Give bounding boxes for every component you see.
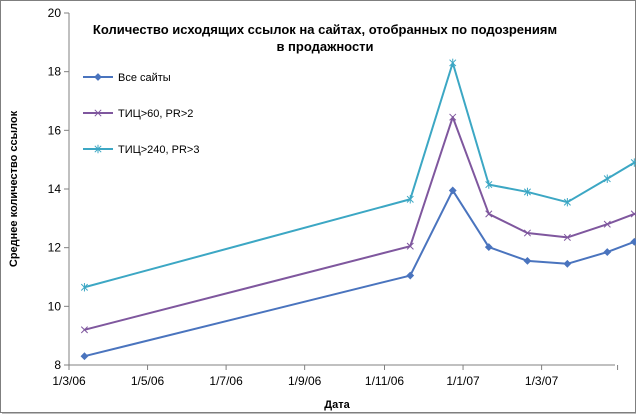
- legend-marker-1: [94, 73, 102, 81]
- legend-label-3: ТИЦ>240, PR>3: [118, 144, 199, 156]
- x-tick-label: 1/7/06: [209, 374, 243, 388]
- data-point-series-2: [406, 242, 414, 250]
- plot-area: 8 10 12 14 16 18 20 1/3/06 1/5/06 1/7/06 1/9/06 1/1…: [48, 6, 636, 388]
- data-point-series-3: [630, 158, 636, 167]
- series-line-1: [84, 189, 635, 358]
- data-point-series-3: [406, 195, 414, 204]
- series-line-3: [84, 61, 635, 289]
- y-tick-label: 16: [48, 123, 62, 137]
- x-tick-label: 1/11/06: [365, 374, 404, 388]
- data-point-series-2: [485, 210, 493, 218]
- data-point-series-3: [485, 180, 493, 189]
- data-point-series-3: [523, 187, 531, 197]
- data-point-series-1: [603, 248, 612, 256]
- data-point-series-1: [406, 271, 415, 280]
- y-tick-label: 12: [48, 241, 62, 255]
- chart-title-line-1: Количество исходящих ссылок на сайтах, о…: [93, 22, 557, 37]
- data-point-series-1: [484, 243, 493, 251]
- legend-label-1: Все сайты: [118, 72, 171, 84]
- x-tick-label: 1/3/07: [525, 374, 559, 388]
- legend-marker-2: [94, 109, 102, 117]
- data-point-series-1: [630, 237, 636, 246]
- y-axis-label: Среднее количество ссылок: [8, 110, 20, 267]
- x-tick-label: 1/5/06: [131, 374, 165, 388]
- data-point-series-2: [603, 220, 611, 228]
- y-tick-label: 14: [48, 182, 62, 196]
- y-tick-label: 18: [48, 65, 62, 79]
- legend-label-2: ТИЦ>60, PR>2: [118, 108, 193, 120]
- x-axis-label: Дата: [324, 399, 350, 411]
- data-point-series-1: [448, 186, 457, 195]
- data-point-series-2: [563, 233, 571, 241]
- y-tick-label: 8: [54, 358, 61, 372]
- data-point-series-3: [563, 198, 571, 207]
- data-point-series-1: [80, 352, 89, 361]
- data-point-series-3: [80, 283, 89, 292]
- data-point-series-2: [630, 210, 636, 218]
- data-point-series-3: [603, 174, 611, 183]
- data-point-series-1: [563, 259, 572, 268]
- legend-marker-3: [94, 144, 102, 154]
- chart-title-line-2: в продажности: [276, 39, 373, 54]
- legend: Все сайты ТИЦ>60, PR>2 ТИЦ>240, PR>3: [83, 72, 199, 156]
- y-tick-label: 10: [48, 299, 62, 313]
- series-line-2: [84, 116, 635, 331]
- x-tick-label: 1/1/07: [446, 374, 480, 388]
- x-tick-label: 1/9/06: [288, 374, 322, 388]
- y-tick-label: 20: [48, 6, 62, 20]
- data-point-series-2: [523, 229, 531, 237]
- data-point-series-2: [449, 113, 457, 121]
- x-tick-label: 1/3/06: [52, 374, 86, 388]
- data-point-series-2: [80, 326, 89, 334]
- data-point-series-3: [449, 58, 457, 68]
- data-point-series-1: [523, 256, 532, 265]
